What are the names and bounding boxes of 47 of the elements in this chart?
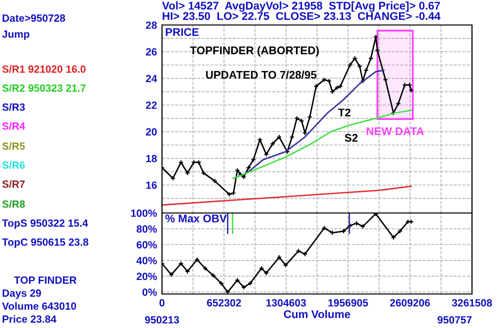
x-tick-label: 3261508 bbox=[452, 299, 492, 307]
text: S/R4 bbox=[2, 122, 26, 130]
y-tick-label: 80% bbox=[136, 225, 157, 233]
text: TopS 950322 15.4 bbox=[2, 219, 88, 229]
y-tick-label: 100% bbox=[131, 210, 157, 217]
series-label: S2 bbox=[344, 134, 358, 142]
y-tick-label: 24 bbox=[146, 74, 158, 82]
text: Days 29 bbox=[2, 289, 41, 299]
y-axis-title: % Max OBV bbox=[165, 214, 227, 222]
annotation: TOPFINDER (ABORTED) bbox=[190, 46, 319, 56]
y-tick-label: 20% bbox=[136, 272, 157, 280]
text: TOP FINDER bbox=[14, 276, 76, 284]
y-tick-label: 16 bbox=[146, 182, 157, 189]
text: HI> 23.50 LO> 22.75 CLOSE> 23.13 CHANGE> -0.44 bbox=[162, 12, 440, 20]
text: S/R1 921020 16.0 bbox=[2, 65, 86, 73]
y-tick-label: 22 bbox=[146, 102, 157, 109]
x-tick-label: 1956905 bbox=[328, 299, 368, 307]
y-tick-label: 20 bbox=[146, 128, 157, 136]
text: S/R5 bbox=[2, 142, 25, 150]
series-label: T2 bbox=[338, 108, 351, 116]
y-tick-label: 0% bbox=[142, 288, 157, 296]
text: Price 23.84 bbox=[2, 315, 56, 323]
x-tick-label: 652302 bbox=[207, 299, 241, 307]
text: Jump bbox=[2, 30, 30, 40]
y-tick-label: 28 bbox=[146, 22, 157, 29]
x-tick-label: 1304603 bbox=[266, 299, 306, 307]
text: S/R3 bbox=[2, 103, 25, 111]
text: S/R8 bbox=[2, 200, 25, 208]
y-tick-label: 60% bbox=[136, 241, 157, 248]
text: 950757 bbox=[438, 316, 472, 324]
text: 950213 bbox=[144, 316, 180, 324]
y-tick-label: 26 bbox=[146, 48, 157, 56]
x-tick-label: 0 bbox=[160, 299, 164, 307]
text: S/R6 bbox=[2, 161, 25, 169]
text: Date>950728 bbox=[2, 14, 66, 22]
text: S/R2 950323 21.7 bbox=[2, 84, 86, 92]
y-axis-title: PRICE bbox=[166, 28, 199, 36]
x-axis-title: Cum Volume bbox=[284, 310, 350, 318]
band-label: NEW DATA bbox=[366, 127, 424, 136]
y-tick-label: 18 bbox=[146, 154, 157, 162]
text: Vol> 14527 AvgDayVol> 21958 STD[Avg Price]> 0.67 bbox=[162, 1, 440, 12]
text: Volume 643010 bbox=[2, 302, 76, 310]
text: S/R7 bbox=[2, 180, 25, 188]
annotation: UPDATED TO 7/28/95 bbox=[206, 70, 316, 79]
x-tick-label: 2609206 bbox=[390, 299, 430, 307]
y-tick-label: 40% bbox=[136, 256, 157, 264]
text: TopC 950615 23.8 bbox=[2, 238, 88, 248]
